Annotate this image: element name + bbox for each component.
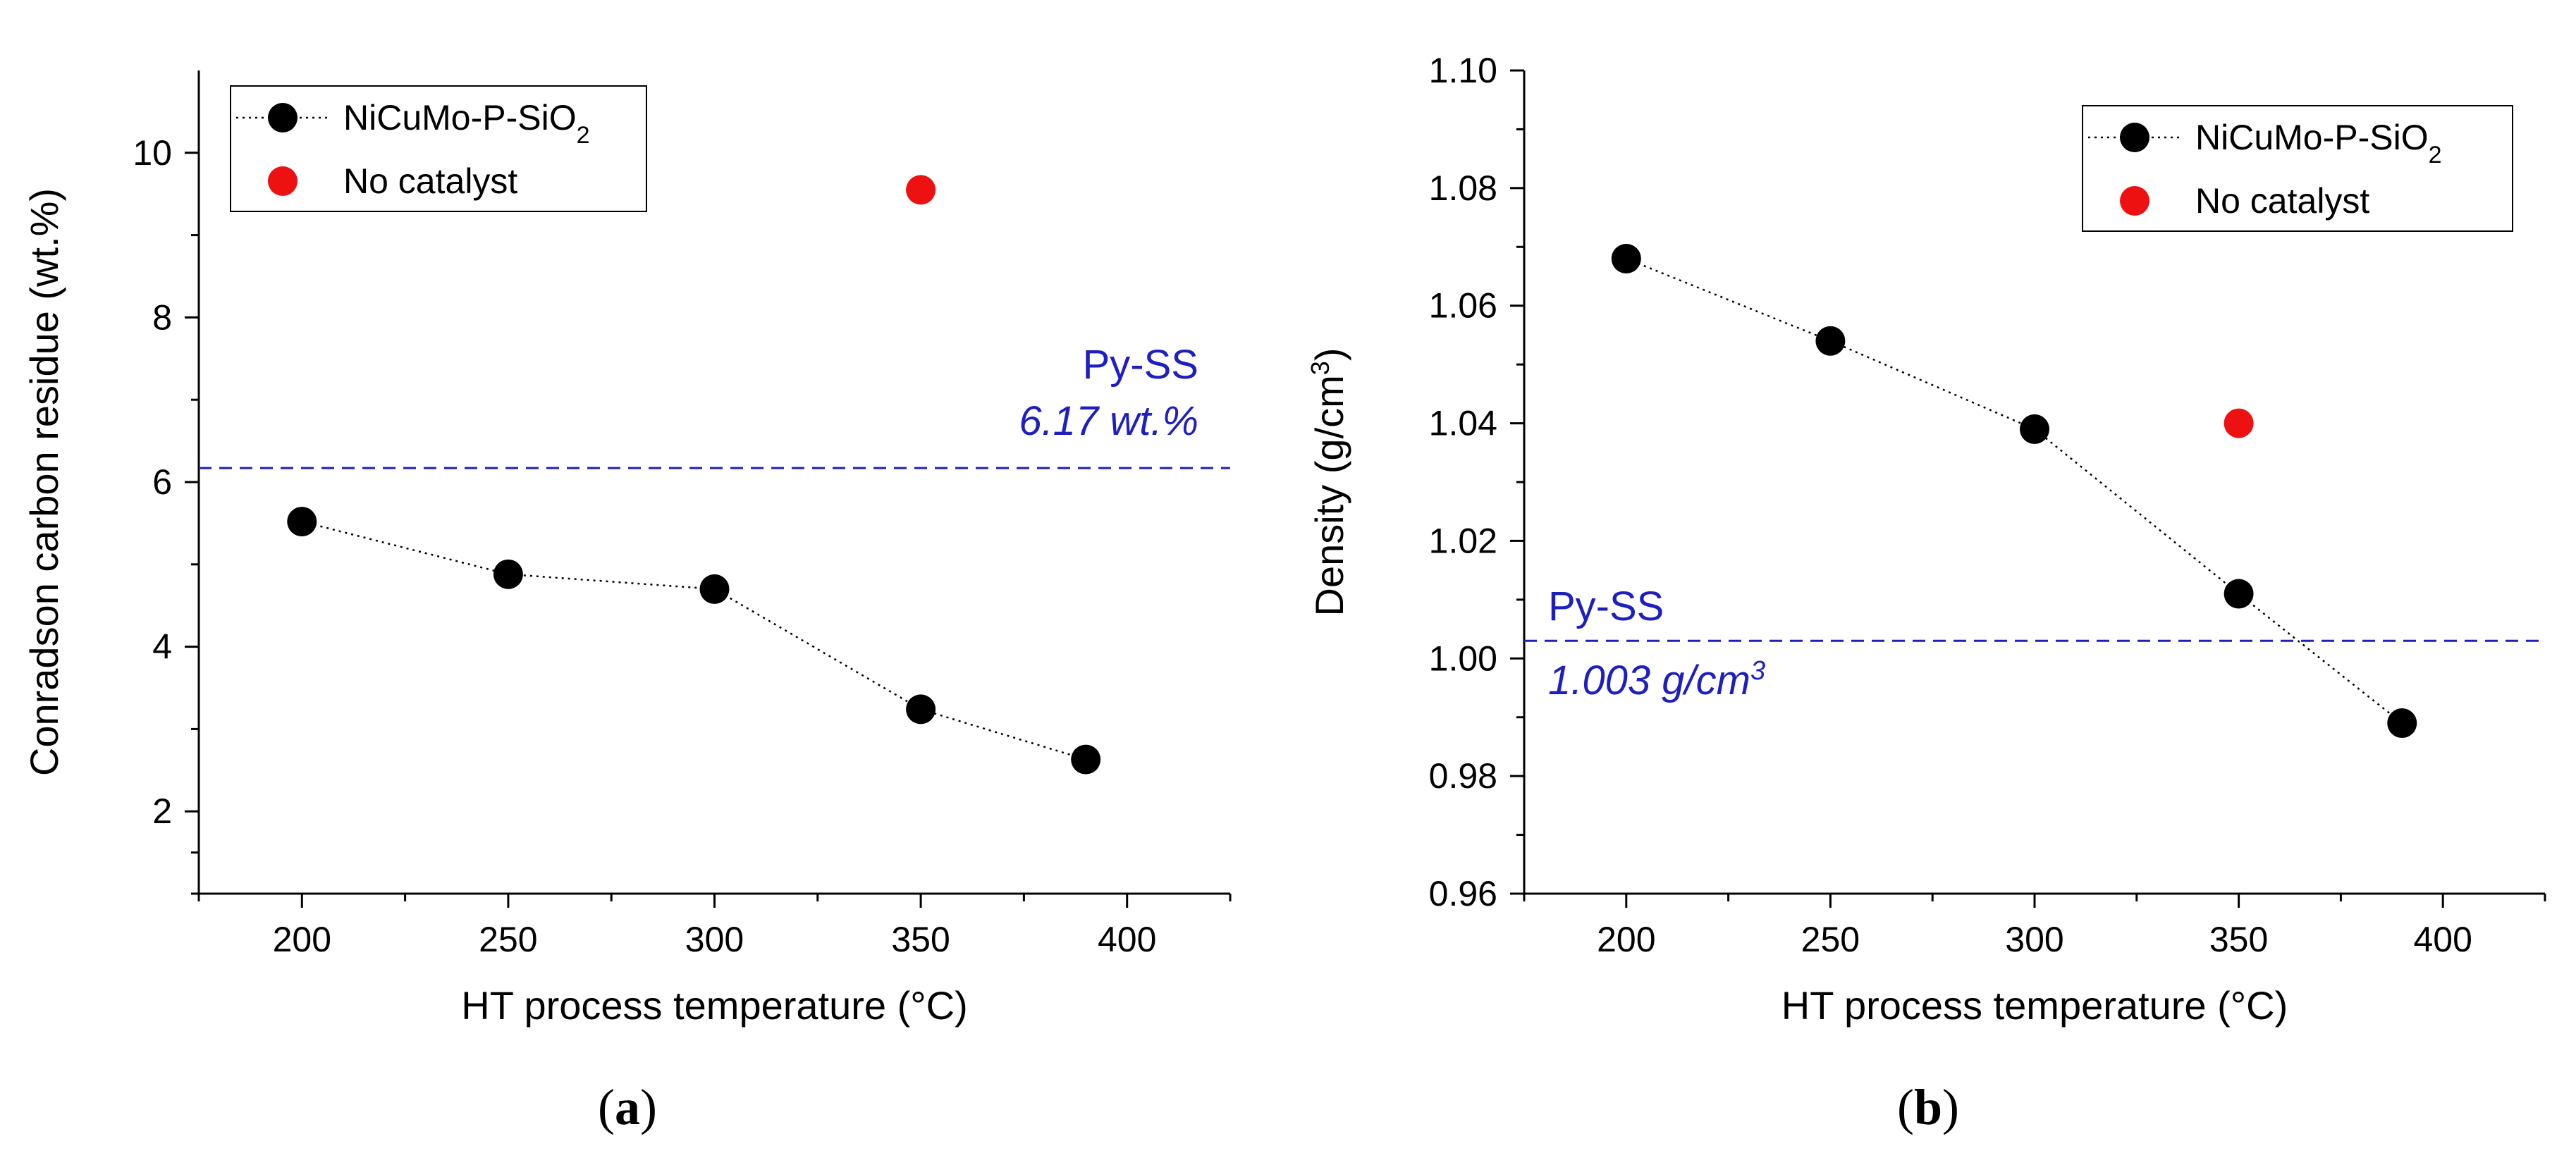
x-axis-label: HT process temperature (°C) bbox=[1781, 983, 2288, 1028]
caption-letter: a bbox=[615, 1079, 640, 1135]
x-tick-label: 250 bbox=[1801, 920, 1860, 959]
reference-label: Py-SS bbox=[1083, 342, 1198, 388]
x-tick-label: 400 bbox=[1098, 920, 1156, 959]
data-point-nicumo bbox=[1071, 744, 1101, 775]
legend-label-main: NiCuMo-P-SiO bbox=[343, 98, 577, 137]
y-tick-label: 0.96 bbox=[1429, 874, 1497, 913]
legend-label-sub: 2 bbox=[577, 122, 590, 149]
caption-open: ( bbox=[1897, 1079, 1914, 1135]
y-tick-label: 1.06 bbox=[1429, 286, 1497, 326]
panel-caption: (a) bbox=[598, 1079, 657, 1135]
reference-value: 1.003 g/cm3 bbox=[1548, 656, 1765, 703]
x-tick-label: 350 bbox=[891, 920, 950, 959]
legend-marker bbox=[2120, 123, 2149, 152]
legend-label-main: No catalyst bbox=[2195, 181, 2369, 221]
legend-label: No catalyst bbox=[343, 161, 517, 201]
y-tick-label: 4 bbox=[152, 627, 172, 667]
y-tick-label: 6 bbox=[152, 462, 172, 502]
panel-caption: (b) bbox=[1897, 1079, 1959, 1135]
y-axis-label-main: Density (g/cm bbox=[1307, 375, 1351, 616]
legend-label: NiCuMo-P-SiO2 bbox=[2195, 118, 2442, 168]
data-point-nicumo bbox=[699, 574, 730, 604]
data-point-nicumo bbox=[2224, 579, 2254, 609]
legend-marker bbox=[268, 166, 298, 196]
reference-value-sup: 3 bbox=[1750, 656, 1765, 686]
data-point-no-catalyst bbox=[906, 175, 936, 205]
y-tick-label: 1.02 bbox=[1429, 521, 1497, 560]
x-tick-label: 300 bbox=[2005, 920, 2063, 959]
data-point-no-catalyst bbox=[2224, 408, 2254, 438]
x-tick-label: 200 bbox=[273, 920, 331, 959]
reference-label: Py-SS bbox=[1548, 584, 1664, 629]
series-line bbox=[301, 520, 1086, 760]
legend: NiCuMo-P-SiO2 No catalyst bbox=[2082, 105, 2513, 232]
legend-box bbox=[230, 85, 647, 212]
y-axis-label: Density (g/cm3) bbox=[1306, 348, 1352, 617]
y-tick-label: 1.00 bbox=[1429, 639, 1497, 678]
data-point-nicumo bbox=[287, 507, 317, 537]
chart-panel-b: 200 250 300 350 400 0.96 0.98 1.00 1.02 1.04 1.06 1… bbox=[1306, 51, 2546, 1135]
legend-marker bbox=[268, 103, 298, 132]
y-tick-label: 1.08 bbox=[1429, 168, 1497, 208]
legend-label: NiCuMo-P-SiO2 bbox=[343, 98, 590, 149]
series-line bbox=[1626, 257, 2403, 725]
y-axis-label-end: ) bbox=[1307, 348, 1351, 362]
x-tick-label: 300 bbox=[685, 920, 744, 959]
caption-close: ) bbox=[640, 1079, 657, 1135]
legend: NiCuMo-P-SiO2 No catalyst bbox=[230, 85, 647, 212]
x-axis-label: HT process temperature (°C) bbox=[461, 983, 967, 1028]
legend-label-main: No catalyst bbox=[343, 161, 517, 201]
chart-panel-a: 200 250 300 350 400 2 4 6 8 10 HT process temperat… bbox=[22, 70, 1232, 1135]
data-point-nicumo bbox=[493, 559, 523, 589]
legend-label-main: NiCuMo-P-SiO bbox=[2195, 118, 2429, 157]
data-point-nicumo bbox=[906, 694, 936, 725]
y-tick-label: 2 bbox=[152, 791, 172, 831]
legend-label-sub: 2 bbox=[2429, 142, 2442, 168]
reference-value-text: 1.003 g/cm bbox=[1548, 658, 1750, 703]
y-tick-label: 1.10 bbox=[1429, 51, 1497, 90]
x-tick-label: 250 bbox=[479, 920, 537, 959]
data-point-nicumo bbox=[2387, 708, 2417, 739]
legend-box bbox=[2082, 105, 2513, 232]
x-tick-label: 400 bbox=[2413, 920, 2472, 959]
data-point-nicumo bbox=[1611, 243, 1641, 273]
legend-label: No catalyst bbox=[2195, 181, 2369, 221]
reference-value: 6.17 wt.% bbox=[1019, 398, 1198, 444]
y-tick-label: 1.04 bbox=[1429, 404, 1497, 443]
y-tick-label: 8 bbox=[152, 297, 172, 337]
x-tick-label: 200 bbox=[1597, 920, 1655, 959]
y-axis-label-sup: 3 bbox=[1306, 361, 1335, 375]
data-point-nicumo bbox=[2020, 414, 2049, 444]
reference-value-text: 6.17 wt.% bbox=[1019, 398, 1198, 444]
y-tick-label: 0.98 bbox=[1429, 756, 1497, 796]
x-tick-label: 350 bbox=[2209, 920, 2268, 959]
caption-letter: b bbox=[1914, 1079, 1942, 1135]
caption-open: ( bbox=[598, 1079, 615, 1135]
legend-marker bbox=[2120, 186, 2149, 216]
y-tick-label: 10 bbox=[133, 133, 172, 173]
y-axis-label: Conradson carbon residue (wt.%) bbox=[22, 188, 66, 776]
data-point-nicumo bbox=[1815, 326, 1846, 356]
caption-close: ) bbox=[1942, 1079, 1959, 1135]
